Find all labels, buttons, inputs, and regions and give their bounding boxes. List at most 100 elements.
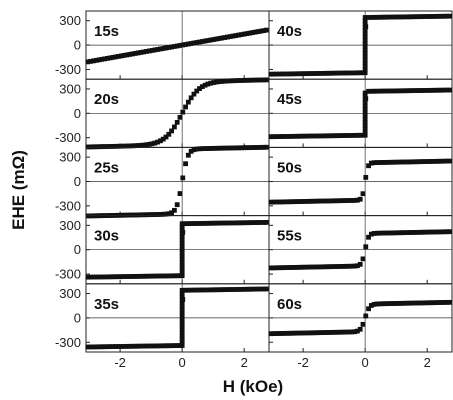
data-marker-25s: [191, 147, 197, 153]
data-marker-20s: [158, 138, 163, 144]
data-marker-30s: [179, 253, 185, 259]
data-marker-50s: [315, 198, 321, 204]
data-marker-35s: [179, 297, 185, 303]
data-marker-35s: [185, 287, 191, 293]
data-marker-60s: [385, 301, 391, 307]
data-marker-35s: [135, 343, 141, 349]
data-marker-40s: [321, 70, 327, 76]
data-marker-20s: [208, 80, 214, 86]
data-marker-15s: [219, 35, 225, 41]
panel-label-15s: 15s: [94, 23, 119, 40]
data-marker-50s: [276, 199, 282, 205]
data-marker-15s: [261, 28, 267, 34]
data-marker-40s: [299, 71, 304, 77]
data-marker-25s: [219, 145, 225, 151]
data-marker-20s: [177, 114, 183, 120]
data-marker-20s: [96, 144, 102, 150]
data-marker-40s: [388, 14, 394, 20]
data-marker-50s: [380, 160, 385, 165]
data-marker-40s: [362, 21, 368, 27]
data-marker-50s: [341, 198, 346, 204]
data-marker-20s: [202, 82, 208, 88]
data-marker-45s: [362, 123, 368, 128]
data-marker-60s: [366, 306, 371, 312]
data-marker-40s: [349, 70, 355, 76]
data-marker-30s: [149, 273, 155, 279]
data-marker-50s: [433, 158, 438, 164]
data-marker-25s: [250, 145, 255, 150]
data-marker-50s: [419, 159, 425, 165]
panel-label-35s: 35s: [94, 296, 119, 313]
data-marker-50s: [441, 158, 447, 164]
data-marker-20s: [250, 77, 255, 83]
data-marker-60s: [332, 329, 338, 335]
x-tick-label: 2: [424, 355, 431, 370]
data-marker-55s: [366, 234, 371, 240]
data-marker-40s: [354, 70, 360, 76]
data-marker-40s: [433, 13, 438, 19]
data-marker-40s: [327, 70, 332, 76]
data-marker-40s: [362, 41, 368, 46]
data-marker-60s: [282, 330, 288, 336]
data-marker-55s: [324, 264, 330, 270]
data-marker-20s: [88, 144, 94, 150]
data-marker-60s: [435, 300, 441, 305]
data-marker-50s: [349, 198, 355, 203]
data-marker-35s: [118, 344, 124, 349]
data-marker-50s: [391, 159, 397, 165]
data-marker-45s: [349, 133, 355, 138]
data-marker-60s: [290, 330, 296, 336]
data-marker-35s: [88, 344, 94, 350]
data-marker-50s: [285, 199, 291, 205]
x-tick-label: 0: [179, 355, 186, 370]
data-marker-55s: [419, 229, 425, 235]
data-marker-25s: [160, 211, 166, 217]
data-marker-30s: [183, 221, 188, 227]
data-marker-60s: [349, 329, 355, 335]
data-marker-40s: [274, 71, 279, 77]
data-marker-50s: [321, 198, 327, 204]
data-marker-20s: [124, 143, 130, 149]
data-marker-20s: [121, 143, 127, 149]
data-marker-15s: [213, 36, 219, 42]
data-marker-60s: [363, 313, 369, 319]
data-marker-35s: [213, 287, 219, 293]
data-marker-20s: [99, 144, 105, 150]
data-marker-20s: [230, 78, 236, 84]
data-marker-40s: [332, 70, 338, 76]
data-marker-55s: [346, 263, 352, 269]
data-marker-40s: [338, 70, 344, 76]
data-marker-40s: [329, 70, 335, 76]
data-marker-45s: [313, 133, 318, 139]
data-marker-30s: [238, 220, 244, 226]
data-marker-30s: [255, 220, 261, 225]
data-marker-15s: [236, 32, 242, 38]
data-marker-40s: [313, 71, 318, 76]
data-marker-45s: [433, 87, 438, 93]
data-marker-15s: [211, 37, 216, 42]
y-tick-label: 300: [59, 150, 81, 165]
data-marker-15s: [205, 38, 211, 43]
data-marker-50s: [313, 198, 318, 204]
data-marker-50s: [396, 159, 402, 165]
data-marker-55s: [416, 229, 422, 235]
data-marker-20s: [216, 79, 222, 85]
data-marker-20s: [197, 86, 202, 91]
data-marker-40s: [310, 71, 316, 76]
data-marker-45s: [362, 110, 368, 115]
data-marker-20s: [163, 134, 169, 140]
data-marker-25s: [205, 146, 211, 151]
data-marker-20s: [144, 142, 149, 148]
data-marker-50s: [307, 198, 313, 204]
data-marker-45s: [380, 88, 385, 94]
data-marker-50s: [413, 159, 419, 165]
data-marker-20s: [116, 143, 121, 149]
data-marker-35s: [222, 287, 228, 293]
data-marker-60s: [360, 321, 366, 327]
data-marker-50s: [271, 199, 277, 205]
data-marker-55s: [435, 229, 441, 235]
y-tick-label: -300: [55, 335, 81, 350]
data-marker-35s: [261, 286, 267, 292]
data-marker-15s: [180, 42, 186, 48]
data-marker-45s: [385, 88, 391, 94]
